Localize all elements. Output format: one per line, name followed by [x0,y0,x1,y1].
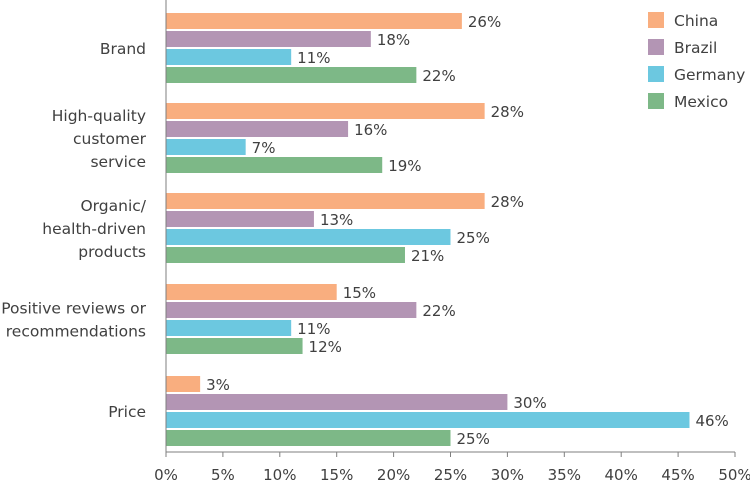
legend-swatch-germany [648,66,664,82]
category-label-1-2: service [90,153,146,171]
value-label-china-0: 26% [468,13,501,31]
x-axis: 0% 5% 10% 15% 20% 25% 30% 35% 40% 45% 50% [154,0,750,484]
legend: China Brazil Germany Mexico [648,12,745,111]
bar-china-4 [166,376,201,392]
value-label-brazil-4: 30% [513,394,546,412]
legend-label-germany: Germany [674,66,745,84]
value-label-germany-1: 7% [252,139,276,157]
category-labels-layer: Brand High-quality customer service Organic/… [1,40,147,421]
bar-mexico-1 [166,157,383,173]
x-tick-label-9: 45% [661,466,694,484]
bar-brazil-2 [166,211,314,227]
category-label-2-2: products [78,243,146,261]
x-tick-label-8: 40% [605,466,638,484]
value-label-china-1: 28% [491,103,524,121]
x-tick-label-1: 5% [211,466,235,484]
x-tick-label-6: 30% [491,466,524,484]
value-label-mexico-1: 19% [388,157,421,175]
legend-label-china: China [674,12,718,30]
bar-mexico-2 [166,247,405,263]
bar-china-3 [166,284,337,300]
category-label-2-1: health-driven [42,220,146,238]
category-label-1-1: customer [73,130,147,148]
value-label-brazil-0: 18% [377,31,410,49]
bars-layer [166,13,690,446]
legend-swatch-mexico [648,93,664,109]
bar-germany-0 [166,49,292,65]
bar-brazil-4 [166,394,508,410]
category-label-0-0: Brand [100,40,146,58]
bar-mexico-4 [166,430,451,446]
bar-china-0 [166,13,462,29]
bar-mexico-0 [166,67,417,83]
value-label-mexico-4: 25% [457,430,490,448]
legend-label-brazil: Brazil [674,39,717,57]
legend-swatch-brazil [648,39,664,55]
value-label-brazil-2: 13% [320,211,353,229]
x-tick-label-4: 20% [377,466,410,484]
x-tick-label-2: 10% [263,466,296,484]
bar-brazil-1 [166,121,349,137]
value-label-mexico-3: 12% [309,338,342,356]
x-tick-label-7: 35% [548,466,581,484]
value-label-brazil-3: 22% [422,302,455,320]
value-label-germany-0: 11% [297,49,330,67]
value-label-germany-3: 11% [297,320,330,338]
x-tick-label-0: 0% [154,466,178,484]
bar-germany-1 [166,139,246,155]
bar-china-1 [166,103,485,119]
bar-germany-2 [166,229,451,245]
value-labels-layer: 26% 18% 11% 22% 28% 16% 7% 19% 28% 13% 25% 21% 15% 22… [206,13,729,448]
category-label-4-0: Price [108,403,146,421]
category-label-3-1: recommendations [6,323,146,341]
legend-label-mexico: Mexico [674,93,728,111]
value-label-china-2: 28% [491,193,524,211]
category-label-3-0: Positive reviews or [1,300,146,318]
x-tick-label-5: 25% [434,466,467,484]
bar-germany-3 [166,320,292,336]
value-label-germany-4: 46% [695,412,728,430]
bar-brazil-0 [166,31,371,47]
bar-brazil-3 [166,302,417,318]
value-label-mexico-2: 21% [411,247,444,265]
value-label-china-3: 15% [343,284,376,302]
legend-swatch-china [648,12,664,28]
value-label-brazil-1: 16% [354,121,387,139]
bar-germany-4 [166,412,690,428]
category-label-2-0: Organic/ [80,197,146,215]
value-label-china-4: 3% [206,376,230,394]
value-label-germany-2: 25% [457,229,490,247]
value-label-mexico-0: 22% [422,67,455,85]
bar-china-2 [166,193,485,209]
category-label-1-0: High-quality [52,107,146,125]
bar-mexico-3 [166,338,303,354]
x-tick-label-10: 50% [718,466,750,484]
x-tick-label-3: 15% [320,466,353,484]
